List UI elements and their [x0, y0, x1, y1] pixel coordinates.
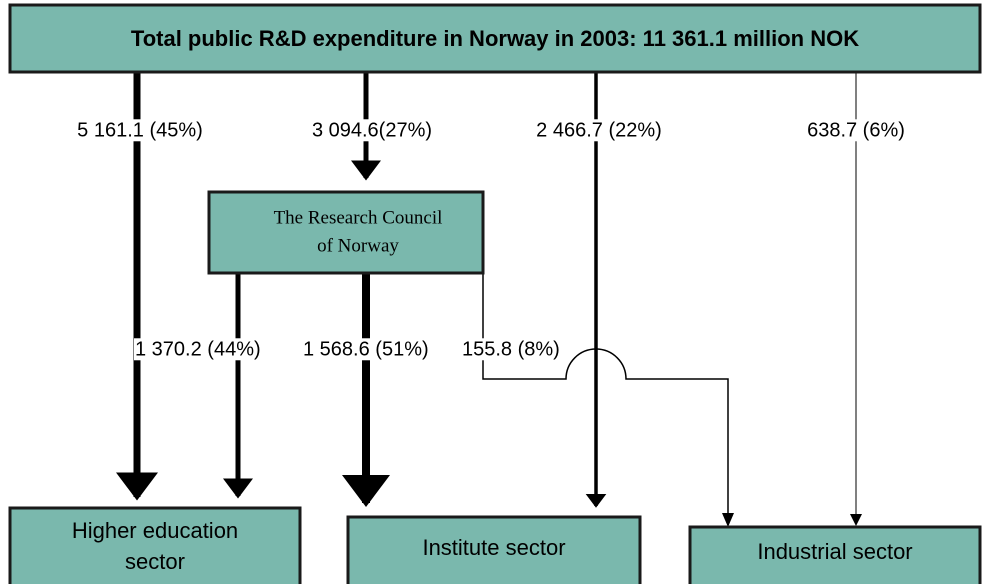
node-label: Institute sector: [422, 535, 565, 560]
flow-label: 1 568.6 (51%): [303, 338, 429, 360]
node-box: [8, 506, 302, 584]
flow-arrow: [482, 273, 729, 525]
flow-label: 2 466.7 (22%): [536, 119, 662, 141]
node-box: [688, 525, 982, 584]
label-background: [310, 119, 434, 142]
label-background: [134, 338, 262, 361]
node-box: [346, 515, 642, 584]
flow-label: 3 094.6(27%): [312, 119, 432, 141]
label-background: [302, 338, 430, 361]
node-label: Higher education: [72, 518, 238, 543]
total-box: [8, 3, 982, 74]
node-box: [207, 190, 485, 275]
flow-label: 1 370.2 (44%): [135, 338, 261, 360]
node-label: sector: [125, 549, 185, 574]
flow-label: 5 161.1 (45%): [77, 119, 203, 141]
label-background: [535, 119, 663, 142]
node-label: Industrial sector: [757, 539, 912, 564]
flow-label: 155.8 (8%): [462, 338, 560, 360]
node-label: The Research Council: [274, 207, 443, 228]
arrow-head: [722, 513, 734, 527]
label-background: [806, 119, 906, 142]
title: Total public R&D expenditure in Norway i…: [131, 26, 859, 51]
label-background: [461, 338, 561, 361]
flow-label: 638.7 (6%): [807, 119, 905, 141]
label-background: [76, 119, 204, 142]
node-label: of Norway: [317, 235, 399, 256]
